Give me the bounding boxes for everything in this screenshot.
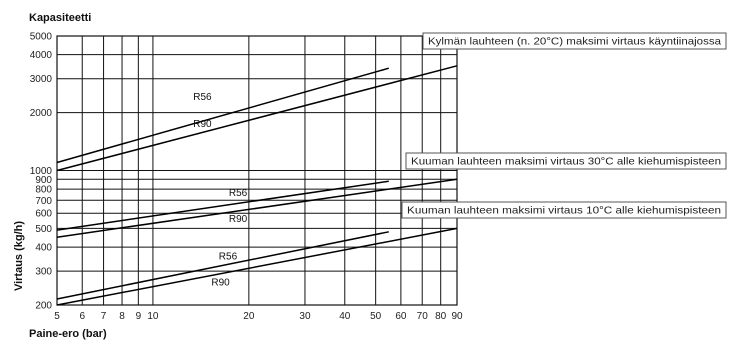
x-tick-label: 6 — [79, 311, 85, 322]
y-tick-label: 800 — [35, 185, 52, 196]
y-tick-label: 3000 — [30, 74, 53, 85]
y-tick-label: 900 — [35, 175, 52, 186]
y-tick-label: 300 — [35, 267, 52, 278]
series-labels: R56 R90 R56 R90 R56 R90 — [193, 92, 247, 288]
x-tick-label: 60 — [395, 311, 407, 322]
series-label-r90: R90 — [211, 277, 230, 288]
y-tick-label: 600 — [35, 209, 52, 220]
x-tick-label: 50 — [370, 311, 382, 322]
y-tick-label: 200 — [35, 301, 52, 312]
tick-labels: 5 6 7 8 9 10 20 30 40 50 60 70 80 90 200 300 400 500 600 70… — [30, 32, 463, 323]
x-axis-label: Paine-ero (bar) — [29, 328, 107, 340]
series-label-r56: R56 — [229, 188, 248, 199]
x-tick-label: 40 — [339, 311, 351, 322]
series-lines — [56, 65, 458, 306]
x-tick-label: 10 — [147, 311, 159, 322]
x-tick-label: 70 — [417, 311, 429, 322]
x-tick-label: 7 — [101, 311, 107, 322]
y-tick-label: 1000 — [30, 166, 53, 177]
series-label-r90: R90 — [193, 119, 212, 130]
series-line-r90-group-2 — [56, 178, 458, 238]
y-tick-label: 2000 — [30, 108, 53, 119]
series-line-r90-group-3 — [56, 227, 458, 306]
x-tick-label: 80 — [435, 311, 447, 322]
y-tick-label: 400 — [35, 243, 52, 254]
grid — [56, 35, 458, 306]
annotations: Kylmän lauhteen (n. 20°C) maksimi virtau… — [401, 32, 727, 219]
y-tick-label: 4000 — [30, 50, 53, 61]
annotation-box — [405, 152, 727, 170]
y-tick-label: 700 — [35, 196, 52, 207]
series-line-r56-group-2 — [56, 180, 389, 231]
x-tick-label: 8 — [119, 311, 125, 322]
series-line-r56-group-3 — [56, 231, 389, 300]
series-line-r90-group-1 — [56, 65, 458, 172]
annotation-box — [401, 201, 727, 219]
series-label-r56: R56 — [219, 251, 238, 262]
x-tick-label: 90 — [451, 311, 463, 322]
chart-title: Kapasiteetti — [29, 12, 91, 24]
annotation-text: Kylmän lauhteen (n. 20°C) maksimi virtau… — [428, 36, 721, 48]
series-label-r90: R90 — [229, 214, 248, 225]
annotation-text: Kuuman lauhteen maksimi virtaus 10°C all… — [407, 205, 721, 217]
x-tick-label: 20 — [243, 311, 255, 322]
series-label-r56: R56 — [193, 92, 212, 103]
x-tick-label: 30 — [299, 311, 311, 322]
annotation-box — [422, 32, 727, 50]
x-tick-label: 9 — [136, 311, 142, 322]
annotation-text: Kuuman lauhteen maksimi virtaus 30°C all… — [411, 156, 721, 168]
x-tick-label: 5 — [54, 311, 60, 322]
y-axis-label: Virtaus (kg/h) — [13, 221, 25, 291]
y-tick-label: 500 — [35, 224, 52, 235]
series-line-r56-group-1 — [56, 67, 390, 164]
y-tick-label: 5000 — [30, 32, 53, 43]
